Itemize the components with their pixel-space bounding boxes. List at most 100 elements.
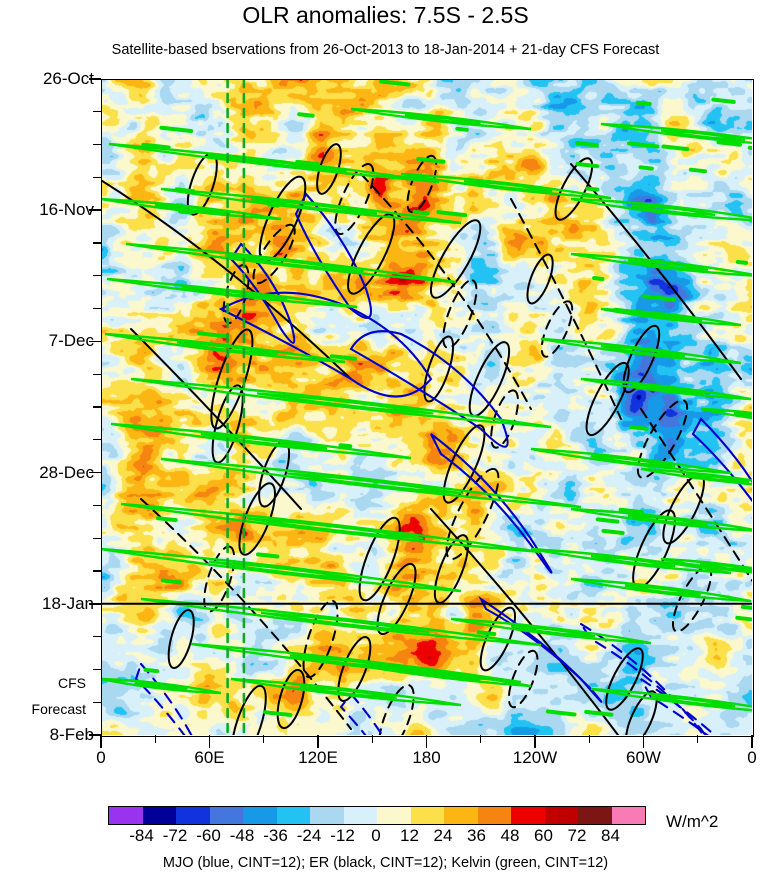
colorbar-cell — [243, 807, 277, 824]
kelvin-contour-inner — [660, 129, 746, 141]
kelvin-contour — [106, 277, 358, 309]
kelvin-contour — [140, 597, 542, 647]
er-contour-solid — [605, 647, 644, 711]
kelvin-contour-fragment — [618, 507, 644, 515]
kelvin-contour-fragment — [595, 517, 620, 524]
mjo-contour-dashed — [339, 692, 384, 735]
y-axis-label: 7-Dec — [48, 331, 94, 351]
kelvin-contour-fragment — [174, 187, 196, 194]
x-axis-label: 0 — [747, 748, 757, 767]
kelvin-contour-inner — [624, 584, 701, 596]
colorbar-cell — [544, 807, 578, 824]
colorbar-cell — [176, 807, 210, 824]
kelvin-contour-fragment — [735, 260, 748, 265]
kelvin-contour-fragment — [641, 294, 676, 302]
colorbar-tick-label: -84 — [129, 826, 154, 845]
colorbar-tick-label: 72 — [567, 826, 587, 845]
y-axis-major-tick — [89, 340, 101, 343]
mjo-contour-solid — [478, 595, 603, 703]
er-contour-solid — [622, 324, 661, 394]
kelvin-contour-fragment — [338, 443, 353, 449]
colorbar-cell — [109, 807, 143, 824]
kelvin-contour-fragment — [638, 165, 654, 171]
colorbar-tick-label: 12 — [400, 826, 419, 845]
er-contour-dashed — [203, 545, 236, 613]
er-contour-dashed — [640, 408, 752, 583]
x-axis-label: 60W — [626, 748, 661, 767]
colorbar-cell — [276, 807, 310, 824]
y-axis-major-tick — [89, 78, 101, 80]
x-axis-label: 180 — [412, 748, 441, 767]
y-axis-major-tick — [89, 471, 101, 474]
er-contour-dashed — [507, 649, 539, 709]
kelvin-contour — [590, 687, 752, 712]
kelvin-contour-inner — [631, 383, 704, 395]
kelvin-contour-fragment — [688, 167, 707, 174]
mjo-contour-solid — [430, 433, 553, 574]
kelvin-contour-fragment — [159, 125, 194, 133]
er-contour-solid — [167, 609, 195, 669]
kelvin-contour-fragment — [256, 552, 280, 559]
er-contour-solid — [430, 508, 620, 735]
kelvin-contour — [230, 677, 462, 707]
y-axis-label: 28-Dec — [39, 462, 94, 482]
er-contour-solid — [347, 213, 396, 295]
y-axis-minor-tick — [93, 439, 101, 441]
kelvin-contour-fragment — [279, 442, 300, 448]
olr-anomaly-field — [101, 79, 752, 735]
kelvin-contour-inner — [224, 254, 364, 273]
er-contour-solid — [337, 636, 372, 702]
colorbar-tick-label: -24 — [296, 826, 322, 845]
kelvin-contour-fragment — [545, 709, 577, 717]
mjo-contour-solid — [218, 291, 433, 398]
x-axis-minor-tick — [480, 735, 482, 743]
kelvin-contour-fragment — [735, 615, 752, 622]
y-axis-major-tick — [89, 209, 101, 211]
kelvin-contour-fragment — [143, 667, 160, 674]
y-axis-major-tick — [89, 734, 101, 736]
colorbar-cell — [611, 807, 645, 824]
mjo-contour-dashed — [580, 623, 707, 735]
er-contour-solid — [186, 152, 218, 216]
kelvin-contour — [120, 502, 542, 554]
x-axis-label: 120E — [298, 748, 338, 767]
x-axis-label: 60E — [194, 748, 225, 767]
kelvin-contour-inner — [642, 312, 703, 322]
wave-contour-overlay — [101, 79, 752, 735]
mjo-contour-dashed — [640, 678, 717, 735]
colorbar-tick-label: 48 — [500, 826, 520, 845]
hovmoller-plot — [101, 79, 752, 735]
colorbar-tick-label: -36 — [263, 826, 288, 845]
colorbar-tick-label: -48 — [229, 826, 255, 845]
kelvin-contour-inner — [404, 669, 481, 681]
kelvin-contour-inner — [600, 345, 686, 358]
kelvin-contour-inner — [699, 562, 752, 572]
kelvin-contour-fragment — [661, 144, 690, 152]
kelvin-contour-fragment — [155, 516, 178, 523]
kelvin-contour-inner — [627, 514, 709, 526]
kelvin-contour-fragment — [628, 425, 649, 431]
kelvin-contour-fragment — [575, 141, 599, 148]
y-axis-label: 26-Oct — [42, 69, 94, 88]
er-contour-dashed — [490, 389, 519, 449]
x-axis-label: 120W — [512, 748, 558, 767]
colorbar-unit-label: W/m^2 — [666, 812, 719, 831]
er-contour-dashed — [140, 498, 352, 730]
kelvin-contour-inner — [256, 392, 434, 415]
kelvin-contour-fragment — [436, 210, 468, 218]
kelvin-contour — [350, 662, 532, 688]
kelvin-contour-fragment — [455, 126, 469, 132]
colorbar-tick-label: 84 — [601, 826, 620, 845]
x-axis-major-tick — [642, 735, 645, 748]
colorbar-tick-label: -60 — [196, 826, 221, 845]
colorbar — [108, 806, 646, 825]
colorbar-tick-label: 60 — [534, 826, 553, 845]
y-axis-minor-tick — [93, 537, 101, 539]
er-contour-dashed — [442, 279, 478, 349]
er-contour-solid — [625, 690, 658, 735]
y-axis-minor-tick — [93, 275, 101, 277]
kelvin-contour-fragment — [134, 682, 156, 688]
kelvin-contour — [104, 332, 346, 364]
er-contour-dashed — [334, 163, 375, 235]
mjo-contour-solid — [294, 192, 373, 319]
